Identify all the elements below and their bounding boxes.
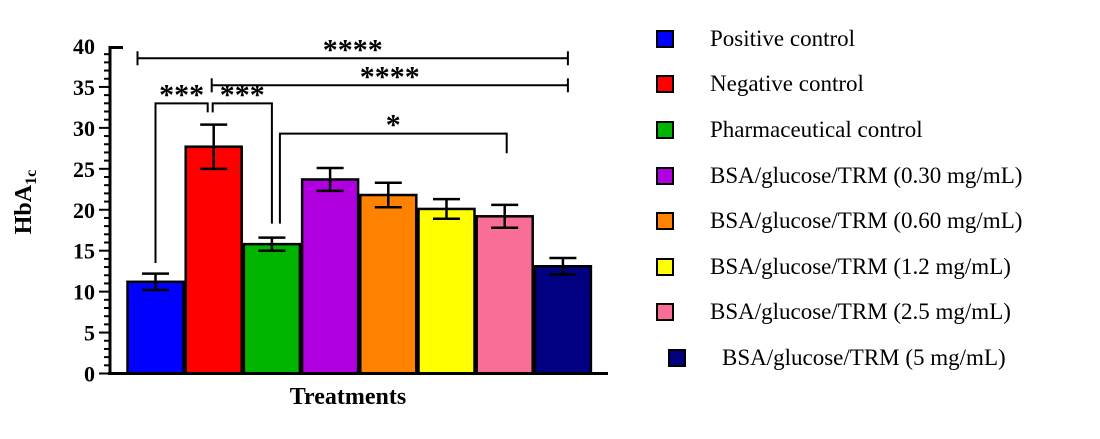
legend-label: BSA/glucose/TRM (5 mg/mL) xyxy=(722,344,1006,370)
legend-swatch-trm-25 xyxy=(656,303,674,322)
svg-text:0: 0 xyxy=(84,362,95,387)
legend-item: Negative control xyxy=(656,62,1022,108)
legend-swatch-positive-control xyxy=(656,29,674,48)
legend-item: Positive control xyxy=(656,16,1022,62)
legend-swatch-negative-control xyxy=(656,75,674,94)
legend-label: BSA/glucose/TRM (0.60 mg/mL) xyxy=(710,208,1023,234)
legend-item: BSA/glucose/TRM (2.5 mg/mL) xyxy=(656,290,1022,336)
significance-label: **** xyxy=(360,60,420,93)
significance-label: * xyxy=(386,109,401,142)
x-axis-title: Treatments xyxy=(290,384,406,410)
legend-swatch-trm-030 xyxy=(656,166,674,185)
legend-label: BSA/glucose/TRM (2.5 mg/mL) xyxy=(710,299,1011,325)
y-axis-title: HbA1c xyxy=(11,170,40,234)
significance-label: *** xyxy=(220,78,265,111)
significance-label: **** xyxy=(323,33,383,66)
svg-text:35: 35 xyxy=(73,75,95,100)
significance-label: *** xyxy=(159,78,204,111)
legend-swatch-trm-5 xyxy=(668,348,686,367)
svg-text:10: 10 xyxy=(73,280,95,305)
legend-label: BSA/glucose/TRM (0.30 mg/mL) xyxy=(710,162,1023,188)
svg-text:5: 5 xyxy=(84,321,95,346)
svg-text:20: 20 xyxy=(73,198,95,223)
legend-label: Pharmaceutical control xyxy=(710,116,923,142)
legend-item: BSA/glucose/TRM (5 mg/mL) xyxy=(668,335,1022,381)
legend-label: Positive control xyxy=(710,25,856,51)
legend-item: BSA/glucose/TRM (1.2 mg/mL) xyxy=(656,244,1022,290)
legend-item: BSA/glucose/TRM (0.60 mg/mL) xyxy=(656,198,1022,244)
svg-text:15: 15 xyxy=(73,239,95,264)
legend-swatch-trm-060 xyxy=(656,212,674,231)
legend-swatch-pharmaceutical-control xyxy=(656,120,674,139)
legend-label: BSA/glucose/TRM (1.2 mg/mL) xyxy=(710,253,1011,279)
svg-text:25: 25 xyxy=(73,157,95,182)
svg-text:40: 40 xyxy=(73,34,95,59)
legend-label: Negative control xyxy=(710,71,864,97)
chart-legend: Positive control Negative control Pharma… xyxy=(656,16,1022,381)
legend-item: Pharmaceutical control xyxy=(656,107,1022,153)
svg-text:30: 30 xyxy=(73,116,95,141)
legend-swatch-trm-12 xyxy=(656,257,674,276)
legend-item: BSA/glucose/TRM (0.30 mg/mL) xyxy=(656,153,1022,199)
